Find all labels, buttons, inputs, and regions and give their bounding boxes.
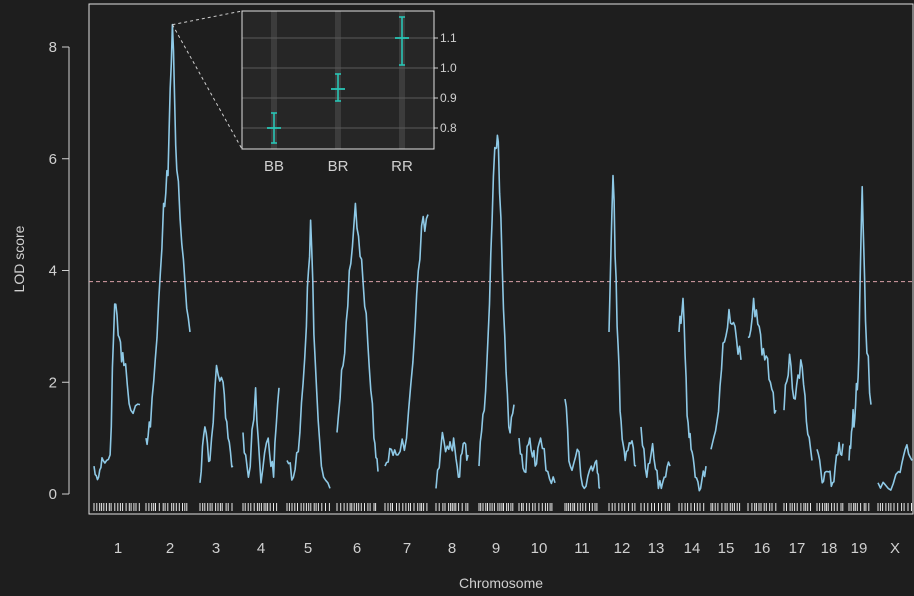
chromosome-label: 13 [648,540,665,557]
y-tick-label: 8 [49,39,57,56]
chromosome-label: 8 [448,540,456,557]
lod-profile-chr-6 [336,202,379,472]
lod-profile-chr-3 [199,364,234,483]
y-tick-label: 4 [49,263,57,280]
lod-profile-chr-9 [478,134,515,467]
y-tick-label: 0 [49,486,57,503]
x-axis-title: Chromosome [459,575,543,591]
lod-profile-chr-15 [710,308,742,450]
inset-point-RR [395,16,409,66]
chromosome-label: 17 [789,540,806,557]
chromosome-label: 14 [684,540,701,557]
chromosome-label: 11 [574,540,590,557]
inset-category-band [271,11,277,149]
lod-profile-chr-4 [242,387,280,484]
lod-profile-chr-11 [564,398,601,490]
chromosome-label: X [890,540,900,557]
lod-profile-chr-8 [435,431,469,489]
marker-rug [93,503,912,511]
inset-point-BB [267,112,281,144]
lod-profile-chr-X [877,444,913,491]
inset-y-tick-label: 0.8 [440,121,457,135]
chromosome-label: 3 [212,540,220,557]
lod-profile-lines [93,23,913,492]
lod-profile-chr-19 [848,185,872,461]
y-axis-title: LOD score [11,225,27,292]
chromosome-label: 18 [821,540,838,557]
lod-profile-chr-13 [640,426,671,490]
chromosome-label: 12 [614,540,631,557]
lod-profile-chr-5 [286,219,331,489]
chromosome-label: 10 [531,540,548,557]
inset-category-label: RR [391,158,413,175]
lod-profile-chr-2 [145,23,191,446]
inset-category-label: BR [328,158,349,175]
inset-y-tick-label: 1.0 [440,61,457,75]
chromosome-label: 4 [257,540,265,557]
lod-profile-chr-1 [93,303,141,481]
genotype-effect-inset: 0.8 0.9 1.0 1.1 BB BR RR [171,10,457,175]
inset-category-band [399,11,405,149]
chromosome-label: 15 [718,540,735,557]
y-tick-label: 6 [49,151,57,168]
inset-y-tick-label: 0.9 [440,91,457,105]
inset-y-tick-label: 1.1 [440,31,457,45]
lod-profile-chr-17 [783,353,813,461]
chromosome-label: 19 [851,540,868,557]
x-axis: 1 2 3 4 5 6 7 8 9 10 11 12 13 14 15 16 17 18 19 X [114,540,900,557]
inset-point-BR [331,73,345,102]
chromosome-label: 9 [492,540,500,557]
chromosome-label: 1 [114,540,122,557]
inset-frame [241,10,435,150]
y-tick-label: 2 [49,374,57,391]
chromosome-label: 6 [353,540,361,557]
lod-profile-chr-12 [608,174,637,467]
lod-profile-chr-14 [678,297,707,492]
chromosome-label: 5 [304,540,312,557]
inset-category-label: BB [264,158,284,175]
lod-profile-chr-10 [518,437,556,485]
chromosome-label: 16 [754,540,771,557]
y-axis: 0 2 4 6 8 [49,39,70,503]
lod-profile-chr-7 [384,214,429,467]
lod-profile-chr-16 [747,297,777,414]
chromosome-label: 7 [403,540,411,557]
chromosome-label: 2 [166,540,174,557]
plot-frame [88,3,914,515]
lod-profile-chr-18 [816,441,844,488]
